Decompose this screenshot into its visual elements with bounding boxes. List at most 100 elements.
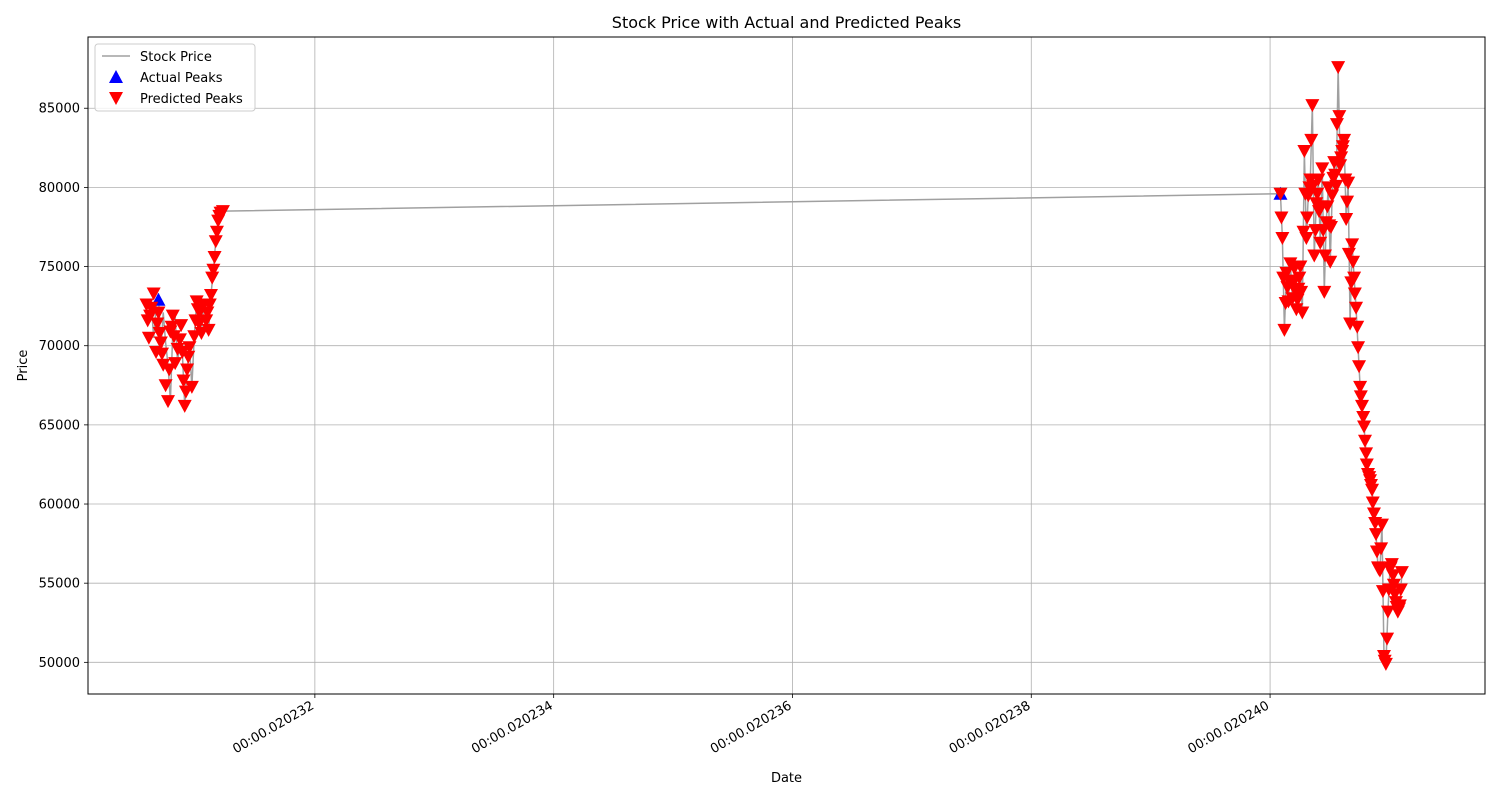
predicted-peak-marker [1297, 144, 1312, 158]
predicted-peak-marker [1279, 266, 1294, 280]
y-tick-label: 80000 [39, 181, 80, 196]
predicted-peak-marker [1299, 232, 1314, 246]
predicted-peak-marker [184, 380, 199, 394]
predicted-peak-marker [1275, 232, 1290, 246]
predicted-peak-marker [203, 289, 218, 303]
predicted-peak-marker [1310, 187, 1325, 201]
predicted-peak-marker [207, 251, 222, 265]
predicted-peak-marker [1304, 133, 1319, 147]
predicted-peak-marker [1392, 599, 1407, 613]
predicted-peak-marker [1317, 285, 1332, 299]
predicted-peak-marker [215, 205, 230, 219]
predicted-peak-marker [1380, 605, 1395, 619]
predicted-peak-marker [153, 336, 168, 350]
predicted-peak-marker [1274, 211, 1289, 225]
predicted-peak-marker [1393, 583, 1408, 597]
predicted-peak-marker [1332, 110, 1347, 124]
predicted-peak-marker [162, 363, 177, 377]
predicted-peak-marker [1368, 528, 1383, 542]
predicted-peak-marker [176, 374, 191, 388]
y-tick-label: 65000 [39, 418, 80, 433]
predicted-peak-marker [1386, 578, 1401, 592]
predicted-peak-marker [200, 306, 215, 320]
predicted-peak-marker [1353, 390, 1368, 404]
predicted-peak-marker [165, 309, 180, 323]
predicted-peak-marker [1380, 632, 1395, 646]
predicted-peak-marker [1277, 323, 1292, 337]
predicted-peak-marker [1358, 434, 1373, 448]
y-tick-label: 75000 [39, 260, 80, 275]
predicted-peak-marker [187, 330, 202, 344]
predicted-peak-marker [151, 306, 166, 320]
plot-series [139, 61, 1409, 671]
predicted-peak-marker [1346, 255, 1361, 269]
predicted-peak-marker [194, 327, 209, 341]
predicted-peak-marker [1350, 320, 1365, 334]
predicted-peak-marker [1349, 301, 1364, 315]
predicted-peak-marker [1292, 271, 1307, 285]
predicted-peak-marker [1293, 260, 1308, 274]
predicted-peak-marker [208, 235, 223, 249]
predicted-peak-marker [1329, 118, 1344, 132]
predicted-peak-marker [1321, 181, 1336, 195]
y-tick-label: 55000 [39, 577, 80, 592]
predicted-peak-marker [1341, 247, 1356, 261]
predicted-peak-marker [205, 271, 220, 285]
predicted-peak-marker [1305, 99, 1320, 113]
x-axis-label: Date [771, 771, 802, 786]
predicted-peak-marker [174, 319, 189, 333]
predicted-peak-marker [180, 363, 195, 377]
predicted-peak-marker [202, 298, 217, 312]
predicted-peak-marker [1345, 238, 1360, 252]
predicted-peak-marker [1378, 657, 1393, 671]
predicted-peak-marker [206, 263, 221, 277]
y-tick-label: 50000 [39, 656, 80, 671]
predicted-peak-marker [164, 320, 179, 334]
predicted-peak-marker [1334, 151, 1349, 165]
predicted-peak-marker [1359, 447, 1374, 461]
predicted-peak-marker [1351, 341, 1366, 355]
predicted-peak-marker [1353, 380, 1368, 394]
predicted-peak-marker [1320, 200, 1335, 214]
predicted-peak-marker [168, 357, 183, 371]
predicted-peak-marker [1365, 483, 1380, 497]
legend-label-actual-peaks: Actual Peaks [140, 71, 223, 86]
predicted-peak-marker [1300, 211, 1315, 225]
predicted-peak-marker [141, 331, 156, 345]
predicted-peak-marker [1366, 507, 1381, 521]
predicted-peak-marker [1329, 179, 1344, 193]
predicted-peak-marker [1386, 569, 1401, 583]
predicted-peak-marker [199, 314, 214, 328]
predicted-peak-marker [1384, 558, 1399, 572]
predicted-peak-marker [172, 333, 187, 347]
legend-predicted-peaks-marker [109, 92, 123, 105]
predicted-peak-marker [1294, 285, 1309, 299]
predicted-peak-marker [201, 323, 216, 337]
predicted-peak-marker [1394, 566, 1409, 580]
predicted-peak-marker [1337, 133, 1352, 147]
predicted-peak-marker [1356, 410, 1371, 424]
predicted-peak-marker [1273, 187, 1288, 201]
predicted-peak-marker [209, 225, 224, 239]
predicted-peak-marker [1301, 189, 1316, 203]
predicted-peak-marker [1325, 189, 1340, 203]
legend-label-predicted-peaks: Predicted Peaks [140, 92, 243, 107]
predicted-peak-marker [1365, 496, 1380, 510]
predicted-peak-marker [1340, 195, 1355, 209]
predicted-peak-marker [1374, 518, 1389, 532]
predicted-peak-marker [182, 341, 197, 355]
y-axis-label: Price [16, 350, 31, 382]
predicted-peak-marker [1313, 236, 1328, 250]
predicted-peak-marker [1372, 564, 1387, 578]
predicted-peak-marker [181, 350, 196, 364]
plot-area-frame [87, 36, 1486, 695]
predicted-peak-marker [192, 317, 207, 331]
predicted-peak-marker [158, 379, 173, 393]
predicted-peak-marker [1347, 287, 1362, 301]
predicted-peak-marker [1359, 458, 1374, 472]
legend-actual-peaks-marker [109, 70, 123, 83]
predicted-peak-marker [1311, 173, 1326, 187]
predicted-peak-marker [143, 309, 158, 323]
